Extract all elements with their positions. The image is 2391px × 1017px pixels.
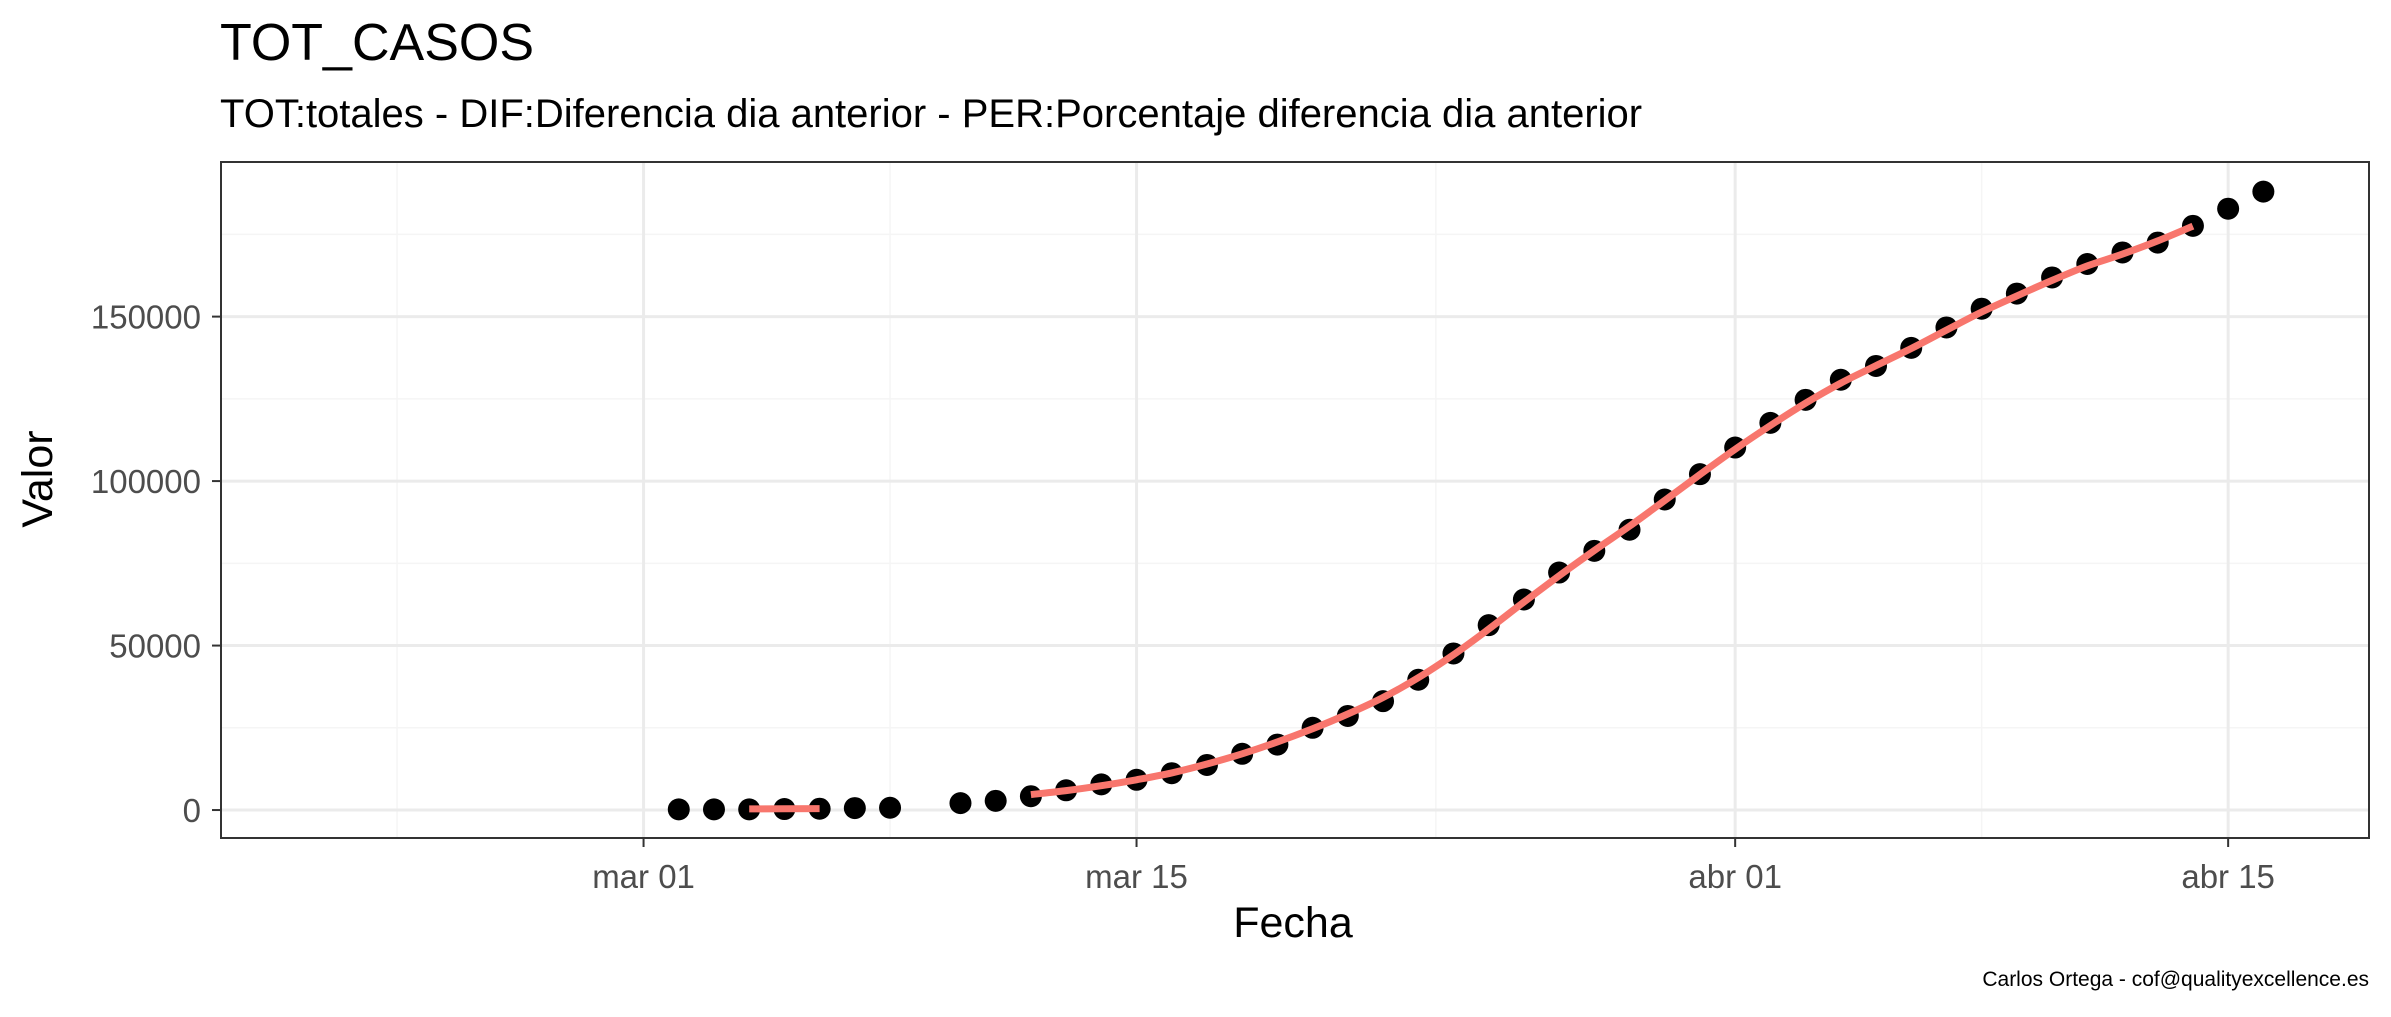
x-tick-label: mar 15: [1085, 858, 1188, 895]
x-tick-label: abr 01: [1688, 858, 1782, 895]
data-point: [879, 797, 901, 819]
x-tick-label: mar 01: [592, 858, 695, 895]
data-point: [668, 798, 690, 820]
data-point: [703, 798, 725, 820]
chart-caption: Carlos Ortega - cof@qualityexcellence.es: [1982, 968, 2369, 991]
data-point: [844, 797, 866, 819]
chart-subtitle: TOT:totales - DIF:Diferencia dia anterio…: [220, 92, 1642, 136]
data-point: [2217, 198, 2239, 220]
y-tick-label: 0: [183, 792, 201, 829]
data-point: [2252, 181, 2274, 203]
chart-title: TOT_CASOS: [220, 14, 534, 72]
y-tick-label: 150000: [91, 299, 201, 336]
y-axis-title: Valor: [14, 430, 62, 527]
data-point: [985, 790, 1007, 812]
data-point: [949, 792, 971, 814]
y-tick-label: 50000: [109, 628, 201, 665]
x-tick-label: abr 15: [2181, 858, 2275, 895]
y-tick-label: 100000: [91, 463, 201, 500]
x-axis-title: Fecha: [1233, 899, 1353, 947]
